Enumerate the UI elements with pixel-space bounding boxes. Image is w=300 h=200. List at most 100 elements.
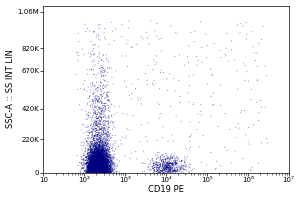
Point bbox=[90, 171, 95, 174]
Point bbox=[100, 163, 105, 166]
Point bbox=[98, 170, 102, 173]
Point bbox=[103, 158, 108, 161]
Point bbox=[87, 167, 92, 170]
Point bbox=[164, 161, 169, 164]
Point bbox=[100, 170, 105, 174]
Point bbox=[97, 158, 102, 162]
Point bbox=[103, 160, 107, 163]
Point bbox=[102, 162, 107, 165]
Point bbox=[93, 161, 98, 165]
Point bbox=[81, 161, 86, 164]
Point bbox=[92, 170, 97, 173]
Point bbox=[100, 161, 104, 164]
Point bbox=[92, 157, 97, 160]
Point bbox=[92, 154, 97, 157]
Point bbox=[94, 169, 99, 173]
Point bbox=[93, 163, 98, 166]
Point bbox=[96, 137, 100, 140]
Point bbox=[96, 168, 101, 171]
Point bbox=[103, 139, 108, 142]
Point bbox=[91, 168, 96, 171]
Point bbox=[98, 168, 103, 172]
Point bbox=[90, 154, 94, 157]
Point bbox=[101, 164, 106, 167]
Point bbox=[86, 159, 91, 162]
Point bbox=[160, 167, 165, 170]
Point bbox=[91, 171, 96, 174]
Point bbox=[98, 152, 103, 155]
Point bbox=[92, 151, 97, 154]
Point bbox=[99, 153, 104, 156]
Point bbox=[87, 158, 92, 161]
Point bbox=[99, 145, 103, 148]
Point bbox=[101, 151, 106, 155]
Point bbox=[101, 165, 106, 168]
Point bbox=[89, 170, 94, 173]
Point bbox=[92, 147, 97, 150]
Point bbox=[103, 120, 107, 123]
Point bbox=[100, 143, 105, 146]
Point bbox=[101, 145, 106, 148]
Point bbox=[92, 156, 97, 160]
Point bbox=[99, 171, 104, 174]
Point bbox=[91, 30, 96, 33]
Point bbox=[91, 151, 96, 154]
Point bbox=[178, 95, 182, 98]
Point bbox=[94, 168, 99, 171]
Point bbox=[100, 167, 105, 170]
Point bbox=[102, 158, 107, 161]
Point bbox=[98, 166, 103, 169]
Point bbox=[94, 170, 98, 174]
Point bbox=[98, 165, 103, 168]
Point bbox=[90, 170, 94, 173]
Point bbox=[98, 171, 103, 174]
Point bbox=[169, 161, 173, 165]
Point bbox=[95, 161, 100, 164]
Point bbox=[185, 155, 190, 158]
Point bbox=[256, 119, 261, 122]
Point bbox=[97, 161, 102, 165]
Point bbox=[168, 169, 173, 172]
Point bbox=[103, 168, 108, 171]
Point bbox=[100, 113, 105, 116]
Point bbox=[98, 148, 102, 151]
Point bbox=[92, 162, 97, 165]
Point bbox=[99, 160, 103, 164]
Point bbox=[104, 144, 109, 147]
Point bbox=[85, 154, 90, 157]
Point bbox=[95, 171, 100, 174]
Point bbox=[105, 168, 110, 171]
Point bbox=[88, 144, 93, 148]
Point bbox=[159, 167, 164, 170]
Point bbox=[90, 140, 95, 143]
Point bbox=[94, 171, 99, 174]
Point bbox=[98, 162, 103, 165]
Point bbox=[161, 160, 166, 163]
Point bbox=[85, 170, 90, 173]
Point bbox=[103, 158, 108, 161]
Point bbox=[95, 99, 100, 102]
Point bbox=[94, 158, 99, 161]
Point bbox=[88, 163, 92, 166]
Point bbox=[98, 167, 103, 170]
Point bbox=[95, 159, 100, 163]
Point bbox=[100, 104, 105, 107]
Point bbox=[103, 168, 108, 171]
Point bbox=[105, 168, 110, 172]
Point bbox=[92, 155, 97, 158]
Point bbox=[102, 151, 106, 154]
Point bbox=[97, 168, 102, 171]
Point bbox=[98, 165, 103, 168]
Point bbox=[95, 170, 100, 173]
Point bbox=[171, 162, 176, 165]
Point bbox=[94, 169, 99, 172]
Point bbox=[89, 168, 94, 172]
Point bbox=[97, 166, 102, 169]
Point bbox=[92, 157, 97, 161]
Point bbox=[92, 154, 97, 157]
Point bbox=[103, 146, 107, 150]
Point bbox=[90, 165, 95, 168]
Point bbox=[92, 106, 97, 109]
Point bbox=[102, 170, 106, 174]
Point bbox=[95, 149, 100, 152]
